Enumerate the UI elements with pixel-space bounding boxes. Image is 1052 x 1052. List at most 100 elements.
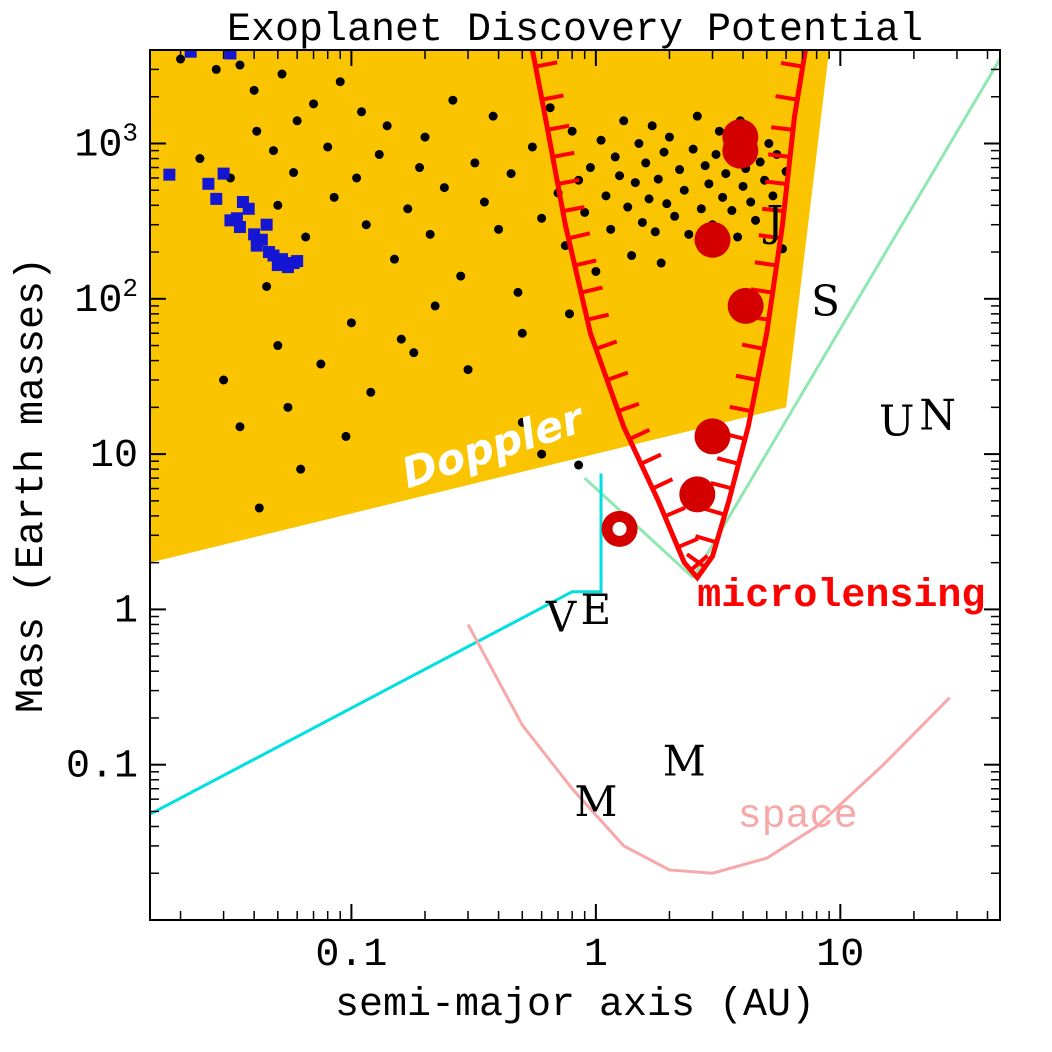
rv-planet-dot — [606, 225, 615, 234]
microlensing-hatch — [765, 182, 787, 184]
rv-planet-dot — [670, 212, 679, 221]
rv-planet-dot — [456, 272, 465, 281]
transiting-planet-square — [163, 169, 175, 181]
rv-planet-dot — [711, 150, 720, 159]
rv-planet-dot — [537, 214, 546, 223]
rv-planet-dot — [316, 360, 325, 369]
transiting-planet-square — [202, 178, 214, 190]
rv-planet-dot — [574, 461, 583, 470]
rv-planet-dot — [426, 230, 435, 239]
y-axis-label: Mass (Earth masses) — [10, 257, 55, 713]
microlensing-planet-circle — [694, 222, 730, 258]
microlensing-planet-circle — [679, 476, 715, 512]
planet-label: U — [879, 397, 914, 446]
rv-planet-dot — [665, 133, 674, 142]
rv-planet-dot — [269, 146, 278, 155]
rv-planet-dot — [273, 341, 282, 350]
rv-planet-dot — [415, 163, 424, 172]
rv-planet-dot — [507, 169, 516, 178]
rv-planet-dot — [597, 136, 606, 145]
rv-planet-dot — [440, 183, 449, 192]
planet-label: E — [581, 585, 612, 634]
rv-planet-dot — [684, 230, 693, 239]
rv-planet-dot — [751, 216, 760, 225]
rv-planet-dot — [383, 121, 392, 130]
rv-planet-dot — [470, 158, 479, 167]
rv-planet-dot — [701, 161, 710, 170]
rv-planet-dot — [733, 232, 742, 241]
rv-planet-dot — [357, 107, 366, 116]
microlensing-hatch — [711, 483, 732, 489]
chart-container: DopplermicrolensingspaceJSUNVEMM0.11100.… — [0, 0, 1052, 1052]
rv-planet-dot — [390, 255, 399, 264]
microlensing-hatch — [771, 127, 793, 129]
rv-planet-dot — [352, 173, 361, 182]
rv-planet-dot — [660, 148, 669, 157]
rv-planet-dot — [330, 193, 339, 202]
rv-planet-dot — [631, 178, 640, 187]
microlensing-hatch — [695, 536, 716, 542]
planet-label: M — [574, 777, 617, 826]
rv-planet-dot — [494, 225, 503, 234]
space-label: space — [738, 795, 858, 840]
rv-planet-dot — [336, 77, 345, 86]
rv-planet-dot — [627, 251, 636, 260]
rv-planet-dot — [634, 139, 643, 148]
space-curve — [468, 624, 950, 873]
microlensing-planet-circle — [728, 288, 764, 324]
microlensing-planet-circle — [694, 418, 730, 454]
y-tick-label: 103 — [74, 118, 138, 168]
rv-planet-dot — [235, 422, 244, 431]
rv-planet-dot — [366, 388, 375, 397]
rv-planet-dot — [565, 309, 574, 318]
rv-planet-dot — [397, 335, 406, 344]
rv-planet-dot — [409, 348, 418, 357]
rv-planet-dot — [641, 158, 650, 167]
chart-svg: DopplermicrolensingspaceJSUNVEMM0.11100.… — [0, 0, 1052, 1052]
rv-planet-dot — [293, 116, 302, 125]
transiting-planet-square — [291, 255, 303, 267]
planet-label: J — [762, 197, 783, 246]
transiting-planet-square — [210, 193, 222, 205]
transiting-planet-square — [243, 203, 255, 215]
rv-planet-dot — [420, 133, 429, 142]
microlensing-hatch — [678, 539, 698, 548]
rv-planet-dot — [568, 127, 577, 136]
rv-planet-dot — [273, 201, 282, 210]
y-tick-label: 0.1 — [66, 745, 138, 790]
rv-planet-dot — [323, 142, 332, 151]
rv-planet-dot — [309, 99, 318, 108]
planet-label: V — [545, 592, 577, 641]
rv-planet-dot — [718, 193, 727, 202]
rv-planet-dot — [341, 432, 350, 441]
transiting-planet-square — [218, 168, 230, 180]
rv-planet-dot — [403, 204, 412, 213]
rv-planet-dot — [235, 61, 244, 70]
rv-planet-dot — [347, 318, 356, 327]
rv-planet-dot — [645, 194, 654, 203]
planet-label: N — [919, 390, 956, 439]
rv-planet-dot — [764, 139, 773, 148]
rv-planet-dot — [591, 267, 600, 276]
rv-planet-dot — [704, 179, 713, 188]
x-axis-label: semi-major axis (AU) — [335, 983, 815, 1028]
rv-planet-dot — [693, 112, 702, 121]
microlensing-planet-ring-hole — [613, 522, 627, 536]
rv-planet-dot — [301, 232, 310, 241]
rv-planet-dot — [721, 169, 730, 178]
rv-planet-dot — [675, 165, 684, 174]
rv-planet-dot — [375, 150, 384, 159]
microlensing-planet-circle — [722, 133, 758, 169]
rv-planet-dot — [715, 127, 724, 136]
microlensing-hatch — [653, 479, 673, 488]
rv-planet-dot — [746, 198, 755, 207]
y-tick-label: 1 — [114, 589, 138, 634]
rv-planet-dot — [362, 220, 371, 229]
rv-planet-dot — [262, 282, 271, 291]
microlensing-hatch — [665, 508, 685, 517]
transiting-planet-square — [234, 221, 246, 233]
transiting-planet-square — [261, 219, 273, 231]
rv-planet-dot — [289, 168, 298, 177]
microlensing-hatch — [641, 455, 661, 464]
rv-planet-dot — [219, 376, 228, 385]
